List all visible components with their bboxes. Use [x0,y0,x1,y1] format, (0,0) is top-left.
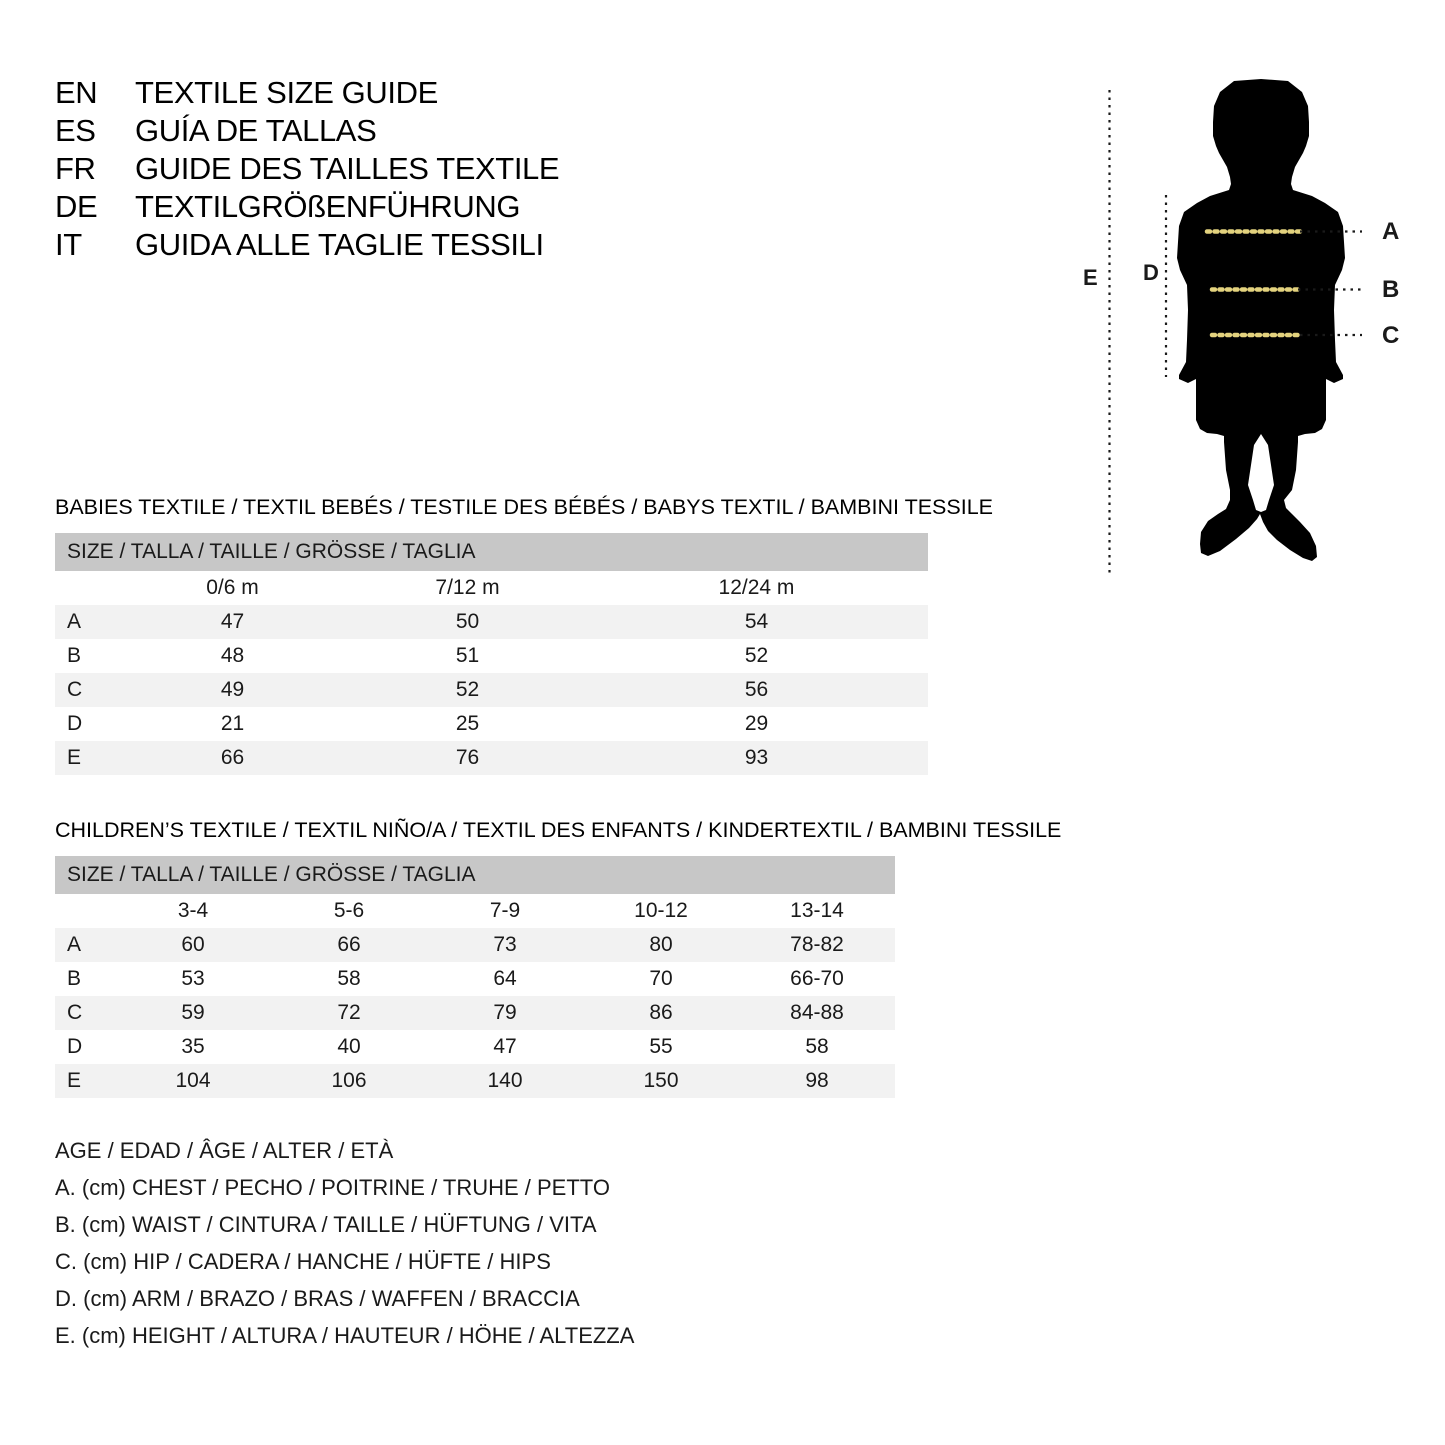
svg-text:E: E [1083,265,1098,290]
svg-text:B: B [1382,276,1399,303]
svg-text:C: C [1382,322,1399,349]
svg-text:A: A [1382,218,1399,245]
svg-text:D: D [1143,260,1159,285]
